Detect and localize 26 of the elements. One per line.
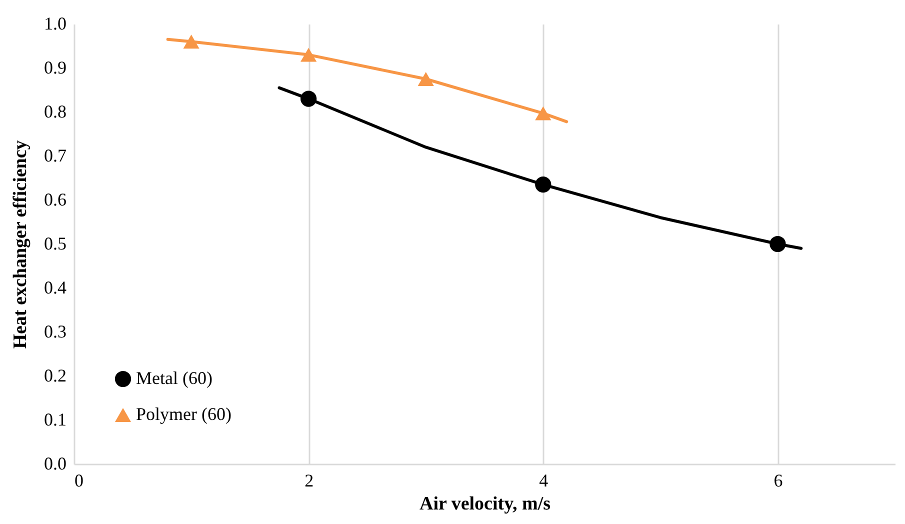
y-tick-label: 0.9 — [44, 58, 66, 78]
point — [535, 106, 552, 120]
legend-label: Metal (60) — [136, 368, 212, 388]
y-tick-label: 0.3 — [44, 322, 66, 342]
y-tick-label: 0.2 — [44, 366, 66, 386]
point — [300, 90, 317, 107]
y-tick-label: 1.0 — [44, 14, 66, 34]
x-tick-label: 4 — [539, 470, 548, 490]
y-tick-label: 0.7 — [44, 146, 66, 166]
x-tick-label: 2 — [304, 470, 314, 490]
point — [183, 34, 200, 49]
point — [418, 72, 434, 86]
x-tick-label: 0 — [74, 470, 84, 490]
point — [535, 176, 552, 193]
y-axis-title: Heat exchanger efficiency — [10, 140, 31, 349]
point — [770, 236, 786, 252]
y-tick-label: 0.5 — [44, 234, 66, 254]
y-tick-label: 0.6 — [44, 190, 66, 210]
y-tick-label: 0.8 — [44, 102, 66, 122]
y-tick-label: 0.0 — [44, 454, 66, 474]
legend-label: Polymer (60) — [136, 404, 232, 424]
y-tick-label: 0.4 — [44, 278, 66, 298]
y-tick-label: 0.1 — [44, 410, 66, 430]
point — [300, 48, 317, 62]
x-tick-label: 6 — [774, 470, 783, 490]
x-axis-title: Air velocity, m/s — [419, 494, 551, 514]
